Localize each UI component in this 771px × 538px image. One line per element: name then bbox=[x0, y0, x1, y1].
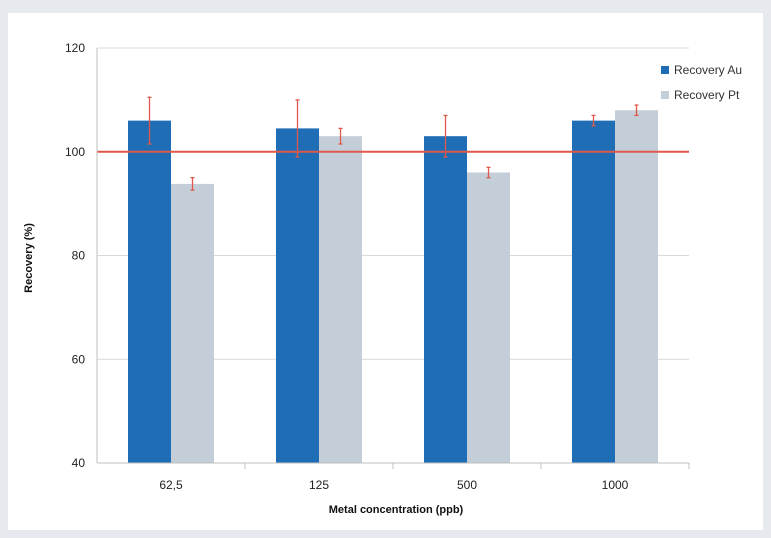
bar-pt bbox=[171, 183, 214, 463]
y-tick-label: 60 bbox=[72, 352, 86, 366]
y-tick-label: 80 bbox=[72, 249, 86, 263]
y-tick-label: 40 bbox=[72, 456, 86, 470]
x-tick-labels: 62,5 125 500 1000 bbox=[159, 478, 628, 492]
bar-au bbox=[276, 128, 319, 463]
bar-pt bbox=[467, 172, 510, 463]
legend-label: Recovery Au bbox=[674, 63, 742, 77]
x-tick-label: 125 bbox=[309, 478, 329, 492]
chart-card: 40 60 80 100 120 62,5 125 500 1000 Recovery (%)… bbox=[8, 13, 763, 530]
x-tick-label: 62,5 bbox=[159, 478, 183, 492]
y-axis-title: Recovery (%) bbox=[23, 223, 35, 293]
bar-au bbox=[572, 120, 615, 463]
legend-label: Recovery Pt bbox=[674, 88, 740, 102]
bar-au bbox=[128, 120, 171, 463]
bar-pt bbox=[615, 110, 658, 463]
legend-swatch bbox=[661, 91, 669, 99]
bars bbox=[128, 110, 658, 463]
x-axis-title: Metal concentration (ppb) bbox=[329, 504, 464, 516]
bar-pt bbox=[319, 136, 362, 463]
x-tick-label: 1000 bbox=[602, 478, 629, 492]
legend: Recovery Au Recovery Pt bbox=[661, 63, 742, 102]
x-tick-label: 500 bbox=[457, 478, 477, 492]
y-tick-labels: 40 60 80 100 120 bbox=[65, 41, 85, 470]
y-tick-label: 100 bbox=[65, 145, 85, 159]
axes bbox=[96, 48, 690, 469]
bar-au bbox=[424, 136, 467, 463]
bar-chart: 40 60 80 100 120 62,5 125 500 1000 Recovery (%)… bbox=[23, 41, 742, 516]
y-tick-label: 120 bbox=[65, 41, 85, 55]
legend-swatch bbox=[661, 66, 669, 74]
error-bars bbox=[147, 96, 639, 191]
